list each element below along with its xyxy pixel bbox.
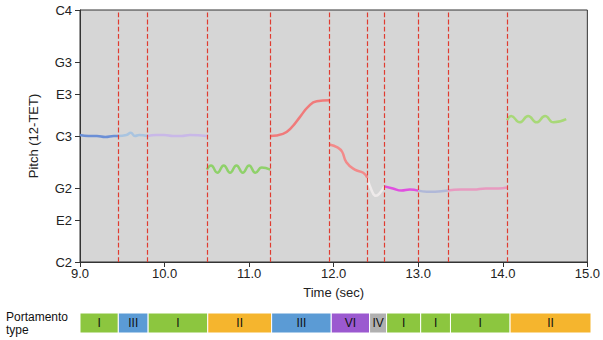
svg-text:type: type	[6, 323, 29, 337]
svg-text:C4: C4	[55, 3, 72, 18]
svg-text:E2: E2	[56, 213, 72, 228]
svg-text:II: II	[547, 316, 554, 330]
svg-text:III: III	[296, 316, 306, 330]
svg-text:VI: VI	[345, 316, 356, 330]
svg-text:13.0: 13.0	[406, 266, 431, 281]
svg-text:9.0: 9.0	[71, 266, 89, 281]
svg-text:G2: G2	[55, 181, 72, 196]
svg-text:E3: E3	[56, 87, 72, 102]
svg-text:IV: IV	[372, 316, 383, 330]
svg-text:Portamento: Portamento	[6, 310, 68, 324]
svg-text:Time (sec): Time (sec)	[303, 285, 364, 300]
svg-text:10.0: 10.0	[152, 266, 177, 281]
svg-text:I: I	[479, 316, 482, 330]
svg-text:C2: C2	[55, 255, 72, 270]
svg-text:I: I	[402, 316, 405, 330]
svg-text:I: I	[176, 316, 179, 330]
svg-text:14.0: 14.0	[490, 266, 515, 281]
svg-text:C3: C3	[55, 129, 72, 144]
svg-text:II: II	[236, 316, 243, 330]
svg-text:I: I	[434, 316, 437, 330]
svg-text:I: I	[97, 316, 100, 330]
svg-text:Pitch (12-TET): Pitch (12-TET)	[26, 94, 41, 179]
svg-text:G3: G3	[55, 55, 72, 70]
svg-text:11.0: 11.0	[237, 266, 261, 281]
svg-text:12.0: 12.0	[321, 266, 346, 281]
svg-text:15.0: 15.0	[575, 266, 600, 281]
svg-text:III: III	[128, 316, 138, 330]
